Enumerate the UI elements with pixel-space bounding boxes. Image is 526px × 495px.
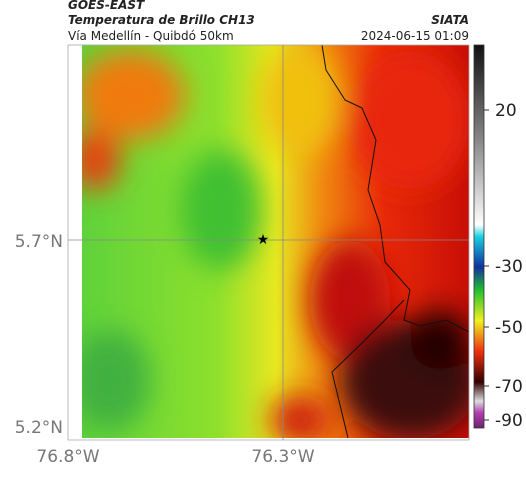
timestamp: 2024-06-15 01:09 [361, 29, 469, 43]
source: SIATA [431, 13, 469, 27]
route: Vía Medellín - Quibdó 50km [68, 29, 234, 43]
colorbar-label: -90 [495, 411, 523, 431]
brightness-field [82, 45, 469, 438]
colorbar [473, 44, 485, 429]
lat-label: 5.7°N [15, 232, 63, 252]
colorbar-label: 20 [495, 101, 517, 121]
lon-label: 76.3°W [251, 447, 314, 467]
map-frame [67, 44, 470, 441]
colorbar-label: -70 [495, 377, 523, 397]
colorbar-ticks: 20 -30 -50 -70 -90 [484, 101, 523, 431]
lon-label: 76.8°W [36, 447, 99, 467]
product-title: Temperatura de Brillo CH13 [68, 13, 255, 27]
location-marker: ★ [257, 232, 270, 248]
colorbar-label: -50 [495, 318, 523, 338]
boundary [321, 44, 470, 439]
satellite-name: GOES-EAST [68, 0, 145, 12]
lat-label: 5.2°N [15, 418, 63, 438]
colorbar-label: -30 [495, 257, 523, 277]
